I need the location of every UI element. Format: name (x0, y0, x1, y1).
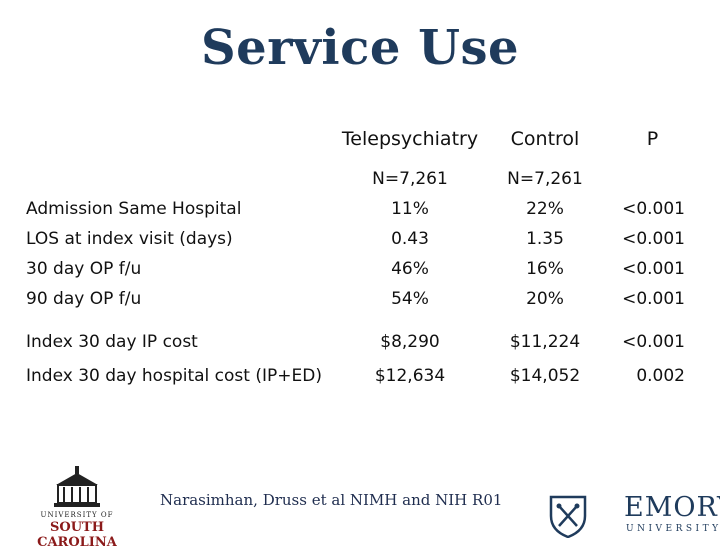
p-value: <0.001 (622, 229, 685, 249)
row-label: 30 day OP f/u (26, 259, 142, 279)
tele-value: 11% (391, 199, 429, 219)
usc-logo: UNIVERSITY OF SOUTH CAROLINA (14, 465, 140, 550)
usc-line1: UNIVERSITY OF (40, 511, 114, 519)
p-value: <0.001 (622, 289, 685, 309)
p-value: <0.001 (622, 199, 685, 219)
p-value: 0.002 (636, 366, 685, 386)
row-label: Index 30 day IP cost (26, 332, 198, 352)
row-label: LOS at index visit (days) (26, 229, 233, 249)
row-label: Admission Same Hospital (26, 199, 242, 219)
control-value: $14,052 (509, 366, 581, 386)
page-title: Service Use (200, 20, 519, 76)
tele-value: $8,290 (380, 332, 440, 352)
tele-value: 46% (391, 259, 429, 279)
row-label: Index 30 day hospital cost (IP+ED) (26, 366, 322, 386)
p-value: <0.001 (622, 259, 685, 279)
control-value: 16% (526, 259, 564, 279)
tele-value: 0.43 (391, 229, 429, 249)
n-telepsychiatry: N=7,261 (372, 169, 448, 189)
emory-line2: UNIVERSITY (626, 524, 720, 534)
n-control: N=7,261 (507, 169, 583, 189)
tele-value: 54% (391, 289, 429, 309)
control-value: 20% (526, 289, 564, 309)
header-telepsychiatry: Telepsychiatry (341, 128, 479, 150)
usc-building-icon (54, 466, 100, 507)
control-value: 1.35 (526, 229, 564, 249)
header-p-value: P (646, 128, 659, 150)
emory-shield-icon (549, 495, 587, 538)
header-control: Control (510, 128, 580, 150)
emory-logo: EMORY UNIVERSITY (548, 492, 720, 540)
citation: Narasimhan, Druss et al NIMH and NIH R01 (160, 491, 503, 509)
row-label: 90 day OP f/u (26, 289, 142, 309)
emory-line1: EMORY (624, 492, 720, 523)
usc-line2: SOUTH CAROLINA (37, 520, 117, 550)
p-value: <0.001 (622, 332, 685, 352)
tele-value: $12,634 (374, 366, 446, 386)
control-value: $11,224 (509, 332, 581, 352)
control-value: 22% (526, 199, 564, 219)
